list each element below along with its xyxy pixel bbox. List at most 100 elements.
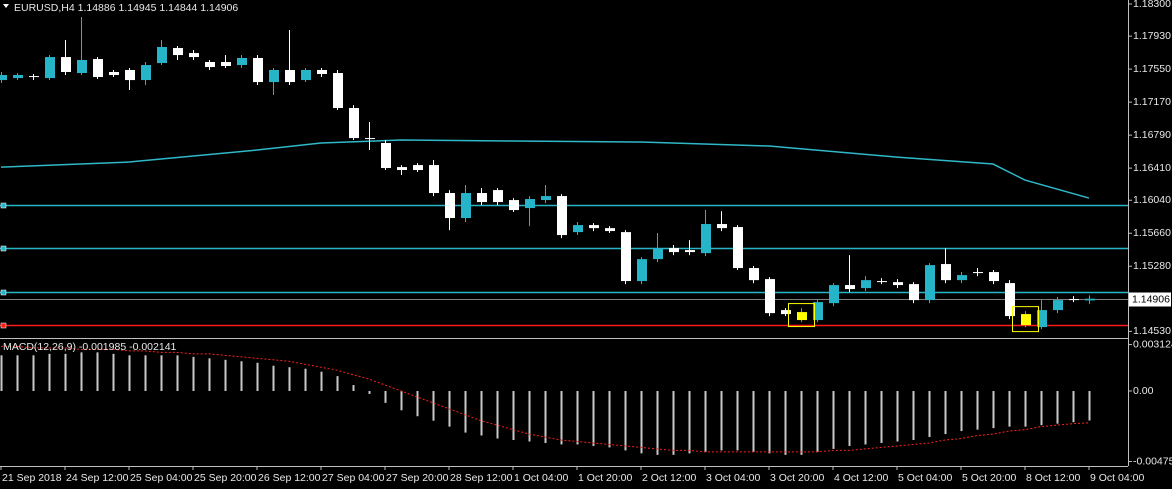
x-tick-label: 5 Oct 04:00 (898, 472, 952, 484)
candle-body (877, 281, 887, 283)
candle-body (0, 75, 7, 81)
candle-body (925, 265, 935, 301)
candle-body (445, 193, 455, 219)
candle-body (285, 69, 295, 83)
candle-body (653, 248, 663, 260)
candle-body (301, 69, 311, 81)
candle-body (669, 248, 679, 253)
level-handle (0, 202, 7, 209)
level-handle (0, 245, 7, 252)
y-tick-label: 0.003124 (1133, 338, 1172, 350)
candle-body (685, 250, 695, 253)
candle-body (893, 282, 903, 286)
candle-body (765, 279, 775, 314)
candle-body (909, 284, 919, 301)
candle-body (1053, 300, 1063, 311)
y-tick-label: 1.17170 (1133, 96, 1171, 108)
candle-body (493, 190, 503, 203)
y-tick-label: 1.17550 (1133, 63, 1171, 75)
x-tick-label: 27 Sep 20:00 (386, 472, 449, 484)
y-tick-label: 1.15660 (1133, 227, 1171, 239)
signal-line (1, 345, 1090, 453)
y-tick-label: 1.16040 (1133, 194, 1171, 206)
level-handle (0, 322, 7, 329)
candle-body (1037, 310, 1047, 328)
moving-average (0, 139, 1090, 199)
x-tick-label: 2 Oct 12:00 (642, 472, 696, 484)
x-tick-label: 4 Oct 12:00 (834, 472, 888, 484)
candle-body (1005, 283, 1015, 317)
x-tick-label: 3 Oct 04:00 (706, 472, 760, 484)
x-tick-label: 24 Sep 12:00 (66, 472, 129, 484)
candle-body (269, 69, 279, 83)
candle-body (205, 61, 215, 68)
candle-body (397, 167, 407, 171)
candle-body (829, 285, 839, 304)
header-low: 1.14844 (159, 2, 197, 14)
y-tick-label: -0.004750 (1133, 455, 1172, 467)
x-tick-label: 9 Oct 04:00 (1090, 472, 1144, 484)
candle-body (733, 227, 743, 269)
candle-body (1085, 298, 1095, 301)
candle-body (461, 193, 471, 219)
candle-body (813, 302, 823, 321)
candle-body (381, 143, 391, 169)
candle-body (637, 259, 647, 282)
candle-body (1069, 299, 1079, 301)
x-tick-label: 27 Sep 04:00 (322, 472, 385, 484)
price-label-box (1129, 292, 1171, 307)
candle-body (509, 200, 519, 211)
candle-body (701, 224, 711, 254)
y-tick-label: 1.16410 (1133, 162, 1171, 174)
x-tick-label: 28 Sep 12:00 (450, 472, 513, 484)
candle-body (797, 312, 807, 321)
candle-body (781, 310, 791, 315)
x-tick-label: 1 Oct 04:00 (514, 472, 568, 484)
highlight-box (1012, 306, 1039, 333)
candle-body (61, 57, 71, 72)
highlight-box (788, 303, 815, 328)
candle-body (1021, 314, 1031, 326)
candle-body (141, 65, 151, 81)
header-high: 1.14945 (119, 2, 157, 14)
x-tick-label: 21 Sep 2018 (2, 472, 62, 484)
candle-body (845, 285, 855, 290)
price-label: 1.14906 (1132, 293, 1170, 305)
x-tick-label: 8 Oct 12:00 (1026, 472, 1080, 484)
candle-body (77, 60, 87, 74)
chart-header: EURUSD,H4 1.14886 1.14945 1.14844 1.1490… (14, 2, 238, 14)
candle-body (237, 58, 247, 66)
candle-body (605, 228, 615, 232)
candle-body (525, 199, 535, 209)
signal-last: -0.002141 (129, 341, 176, 353)
level-handle (0, 289, 7, 296)
candle-body (333, 73, 343, 109)
macd-header: MACD(12,26,9) -0.001985 -0.002141 (3, 341, 177, 353)
candle-body (173, 48, 183, 56)
candle-body (109, 71, 119, 76)
candle-body (973, 272, 983, 274)
y-tick-label: 0.00 (1133, 385, 1154, 397)
y-tick-label: 1.16790 (1133, 129, 1171, 141)
candle-body (45, 57, 55, 79)
candle-body (957, 275, 967, 281)
y-tick-label: 1.17930 (1133, 30, 1171, 42)
macd-title: MACD(12,26,9) (3, 341, 76, 353)
candle-body (157, 46, 167, 64)
candle-body (413, 165, 423, 171)
candle-body (621, 232, 631, 282)
candle-body (429, 165, 439, 194)
candle-body (589, 225, 599, 229)
header-open: 1.14886 (78, 2, 116, 14)
candle-body (365, 138, 375, 140)
candle-body (13, 75, 23, 79)
candle-body (253, 58, 263, 83)
candle-body (749, 268, 759, 281)
candle-body (541, 196, 551, 201)
menu-triangle (3, 4, 9, 8)
candle-body (125, 69, 135, 81)
